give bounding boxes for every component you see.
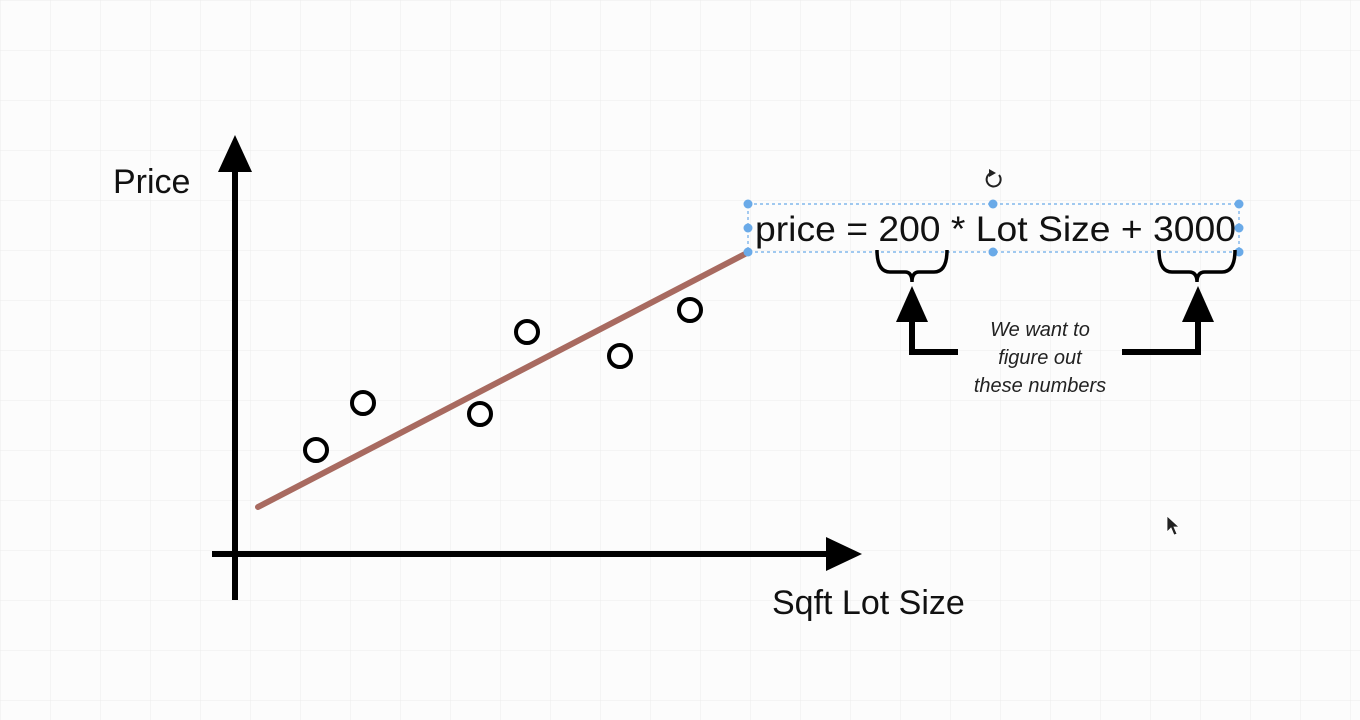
data-point xyxy=(467,401,493,427)
x-axis-label: Sqft Lot Size xyxy=(772,584,965,622)
data-point xyxy=(514,319,540,345)
left-pointer-arrow xyxy=(896,286,958,355)
y-axis xyxy=(218,135,252,600)
mouse-cursor-icon xyxy=(1166,515,1181,536)
left-curly-brace xyxy=(875,249,949,283)
resize-handle-top-right[interactable] xyxy=(1234,199,1244,209)
formula-textbox[interactable]: price = 200 * Lot Size + 3000 xyxy=(743,169,1244,257)
resize-handle-top-left[interactable] xyxy=(743,199,753,209)
annotation-line-1: We want to xyxy=(990,319,1090,341)
annotation-note: We want to figure out these numbers xyxy=(974,319,1106,397)
rotate-icon[interactable] xyxy=(985,169,1002,188)
resize-handle-middle-right[interactable] xyxy=(1234,223,1244,233)
resize-handle-middle-left[interactable] xyxy=(743,223,753,233)
x-axis-arrowhead xyxy=(826,537,862,571)
annotation-line-2: figure out xyxy=(998,347,1083,369)
data-point xyxy=(607,343,633,369)
data-point xyxy=(303,437,329,463)
resize-handle-top-center[interactable] xyxy=(988,199,998,209)
y-axis-arrowhead xyxy=(218,135,252,172)
regression-line xyxy=(255,251,748,510)
data-points xyxy=(303,297,703,463)
right-pointer-arrow xyxy=(1122,286,1214,355)
data-point xyxy=(350,390,376,416)
annotation-line-3: these numbers xyxy=(974,375,1106,397)
x-axis xyxy=(212,537,862,571)
resize-handle-bottom-center[interactable] xyxy=(988,247,998,257)
formula-text[interactable]: price = 200 * Lot Size + 3000 xyxy=(755,210,1236,249)
resize-handle-bottom-right[interactable] xyxy=(1234,247,1244,257)
data-point xyxy=(677,297,703,323)
resize-handle-bottom-left[interactable] xyxy=(743,247,753,257)
y-axis-label: Price xyxy=(113,163,190,201)
right-curly-brace xyxy=(1157,249,1237,283)
